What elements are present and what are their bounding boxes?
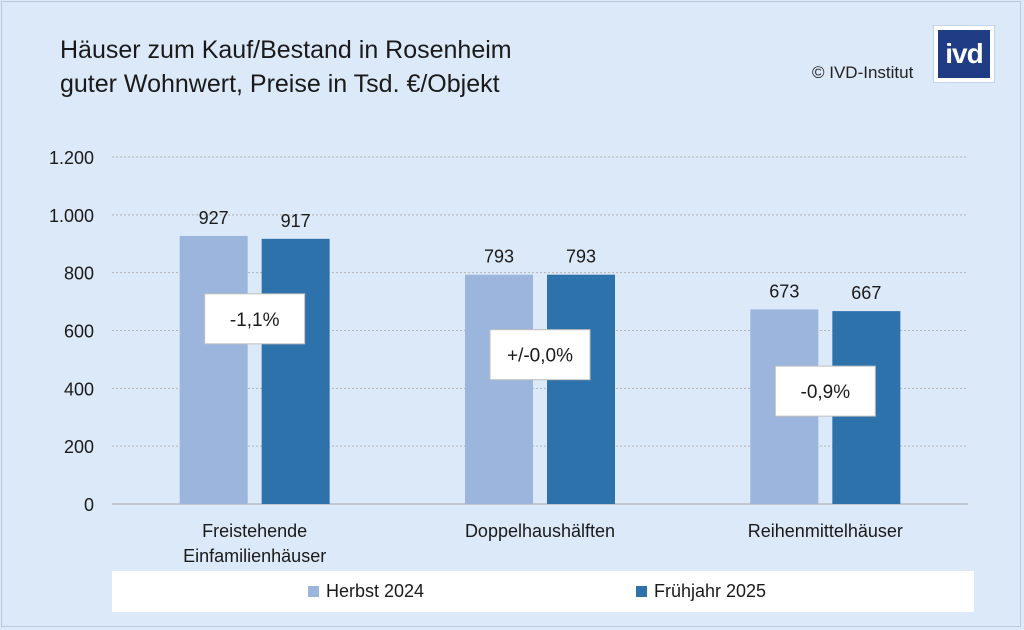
data-label: 673 bbox=[769, 281, 799, 301]
legend: Herbst 2024 Frühjahr 2025 bbox=[112, 571, 974, 612]
change-annotation-label: -1,1% bbox=[230, 310, 280, 331]
bar bbox=[547, 274, 615, 504]
change-annotation-box bbox=[204, 293, 306, 345]
bar bbox=[465, 274, 533, 504]
bar bbox=[261, 238, 330, 504]
x-tick-label: Doppelhaushälften bbox=[465, 521, 615, 541]
y-tick-label: 1.200 bbox=[49, 148, 94, 168]
y-tick-label: 800 bbox=[64, 264, 94, 284]
data-label: 927 bbox=[199, 208, 229, 228]
copyright-text: © IVD-Institut bbox=[812, 63, 914, 82]
y-tick-label: 1.000 bbox=[49, 206, 94, 226]
change-annotation-box bbox=[774, 365, 876, 417]
y-tick-label: 400 bbox=[64, 379, 94, 399]
ivd-logo-text: ivd bbox=[938, 30, 990, 78]
chart-title: Häuser zum Kauf/Bestand in Rosenheim bbox=[60, 36, 512, 64]
data-label: 917 bbox=[281, 211, 311, 231]
x-tick-label: Einfamilienhäuser bbox=[183, 546, 326, 566]
legend-item-herbst-2024: Herbst 2024 bbox=[308, 571, 424, 612]
ivd-logo: ivd bbox=[933, 25, 995, 83]
y-tick-label: 0 bbox=[84, 495, 94, 515]
data-label: 793 bbox=[566, 247, 596, 267]
data-label: 667 bbox=[851, 283, 881, 303]
change-annotation-label: -0,9% bbox=[801, 382, 851, 403]
bar bbox=[179, 235, 248, 504]
legend-label: Herbst 2024 bbox=[326, 581, 425, 601]
y-tick-label: 600 bbox=[64, 322, 94, 342]
change-annotation-label: +/-0,0% bbox=[507, 346, 573, 367]
legend-swatch bbox=[636, 586, 647, 597]
legend-label: Frühjahr 2025 bbox=[654, 581, 767, 601]
y-tick-label: 200 bbox=[64, 437, 94, 457]
legend-item-fruehjahr-2025: Frühjahr 2025 bbox=[636, 571, 766, 612]
legend-swatch bbox=[308, 586, 319, 597]
data-label: 793 bbox=[484, 247, 514, 267]
change-annotation-box bbox=[489, 329, 591, 381]
x-tick-label: Freistehende bbox=[202, 521, 307, 541]
x-tick-label: Reihenmittelhäuser bbox=[748, 521, 903, 541]
chart-subtitle: guter Wohnwert, Preise in Tsd. €/Objekt bbox=[60, 70, 500, 98]
